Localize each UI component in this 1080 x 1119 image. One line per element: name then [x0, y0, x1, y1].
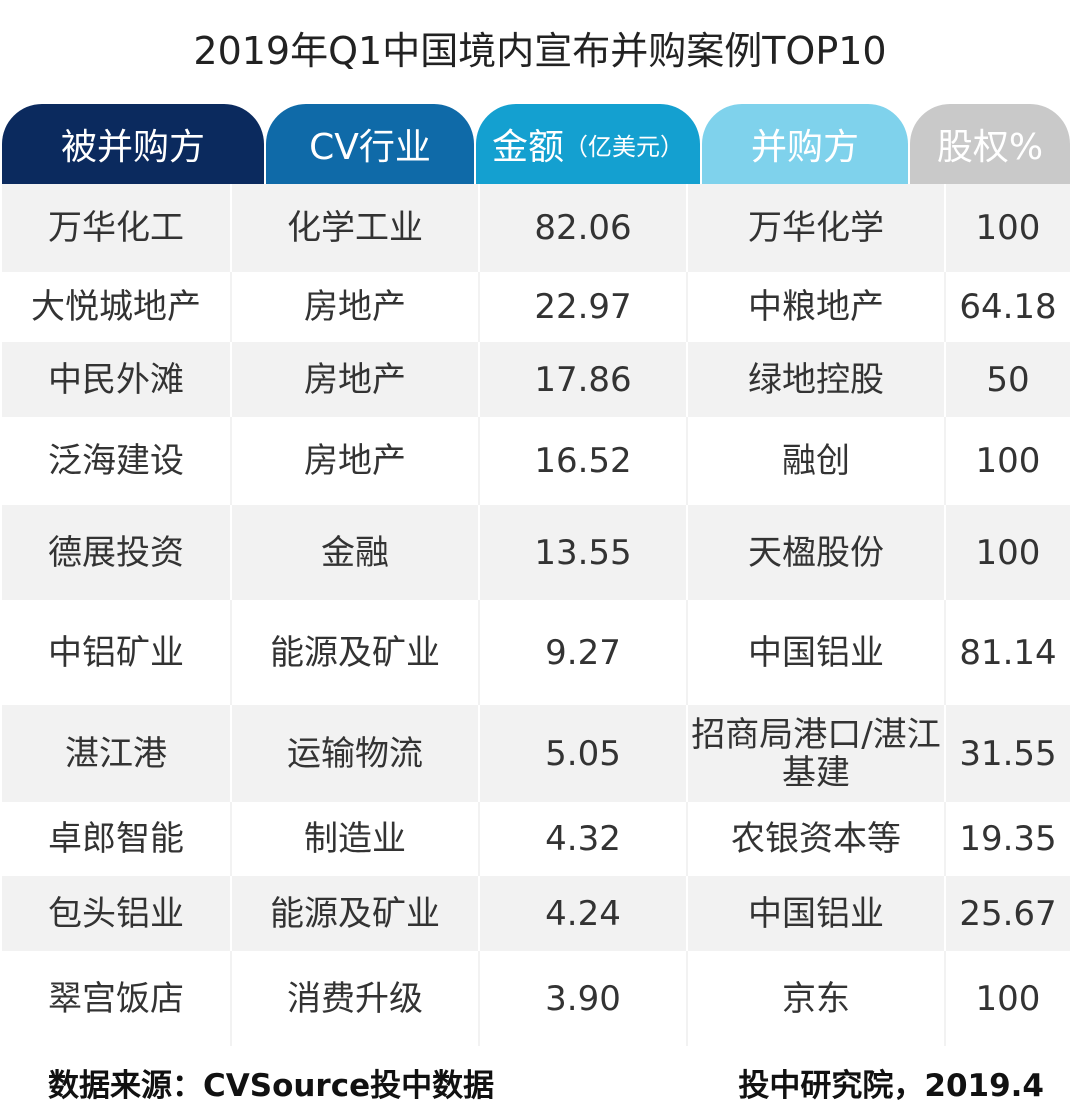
header-amount-label: 金额	[491, 127, 564, 168]
amount-cell: 16.52	[480, 417, 688, 505]
table-row: 中铝矿业 能源及矿业 9.27 中国铝业 81.14	[2, 600, 1070, 705]
amount-cell: 22.97	[480, 272, 688, 342]
table-row: 泛海建设 房地产 16.52 融创 100	[2, 417, 1070, 505]
industry-cell: 运输物流	[232, 705, 480, 802]
acquirer-cell: 招商局港口/湛江基建	[688, 705, 946, 802]
target-company-cell: 中民外滩	[2, 342, 232, 417]
table-header: 被并购方 CV行业 金额 （亿美元） 并购方 股权%	[0, 104, 1080, 184]
table-row: 湛江港 运输物流 5.05 招商局港口/湛江基建 31.55	[2, 705, 1070, 802]
acquirer-cell: 中国铝业	[688, 600, 946, 705]
industry-cell: 能源及矿业	[232, 876, 480, 951]
equity-cell: 100	[975, 978, 1041, 1019]
target-company-cell: 包头铝业	[2, 876, 232, 951]
table-row: 德展投资 金融 13.55 天楹股份 100	[2, 505, 1070, 600]
industry-cell: 能源及矿业	[232, 600, 480, 705]
equity-cell: 100	[975, 532, 1041, 573]
equity-cell: 50	[986, 359, 1030, 400]
amount-cell: 3.90	[480, 951, 688, 1046]
acquirer-cell: 绿地控股	[688, 342, 946, 417]
header-cv-industry: CV行业	[266, 104, 474, 184]
amount-cell: 4.24	[480, 876, 688, 951]
acquirer-cell: 京东	[688, 951, 946, 1046]
target-company-cell: 湛江港	[2, 705, 232, 802]
acquirer-cell: 融创	[688, 417, 946, 505]
amount-cell: 82.06	[480, 184, 688, 272]
target-company-cell: 德展投资	[2, 505, 232, 600]
equity-cell: 100	[975, 208, 1041, 248]
industry-cell: 制造业	[232, 802, 480, 876]
target-company-cell: 大悦城地产	[2, 272, 232, 342]
target-company-cell: 万华化工	[2, 184, 232, 272]
publisher-date: 投中研究院，2019.4	[738, 1068, 1044, 1104]
amount-cell: 4.32	[480, 802, 688, 876]
amount-cell: 5.05	[480, 705, 688, 802]
amount-cell: 13.55	[480, 505, 688, 600]
amount-cell: 17.86	[480, 342, 688, 417]
table-body: 万华化工 化学工业 82.06 万华化学 100 大悦城地产 房地产 22.97 中粮地产 64.…	[2, 184, 1070, 1046]
page-title: 2019年Q1中国境内宣布并购案例TOP10	[193, 29, 887, 73]
table-row: 包头铝业 能源及矿业 4.24 中国铝业 25.67	[2, 876, 1070, 951]
footer: 数据来源：CVSource投中数据 投中研究院，2019.4	[0, 1060, 1080, 1104]
header-amount: 金额 （亿美元）	[476, 104, 700, 184]
data-source: 数据来源：CVSource投中数据	[48, 1068, 495, 1104]
acquirer-cell: 中粮地产	[688, 272, 946, 342]
industry-cell: 房地产	[232, 417, 480, 505]
equity-cell: 25.67	[959, 893, 1057, 934]
header-amount-unit: （亿美元）	[564, 132, 684, 161]
acquirer-cell: 天楹股份	[688, 505, 946, 600]
acquirer-cell: 农银资本等	[688, 802, 946, 876]
header-equity-percent: 股权%	[910, 104, 1070, 184]
table-row: 大悦城地产 房地产 22.97 中粮地产 64.18	[2, 272, 1070, 342]
industry-cell: 金融	[232, 505, 480, 600]
equity-cell: 19.35	[959, 819, 1057, 859]
target-company-cell: 泛海建设	[2, 417, 232, 505]
industry-cell: 房地产	[232, 342, 480, 417]
acquirer-cell: 中国铝业	[688, 876, 946, 951]
target-company-cell: 卓郎智能	[2, 802, 232, 876]
amount-cell: 9.27	[480, 600, 688, 705]
industry-cell: 消费升级	[232, 951, 480, 1046]
equity-cell: 100	[975, 441, 1041, 481]
industry-cell: 房地产	[232, 272, 480, 342]
equity-cell: 31.55	[959, 733, 1057, 774]
table-row: 万华化工 化学工业 82.06 万华化学 100	[2, 184, 1070, 272]
table-row: 卓郎智能 制造业 4.32 农银资本等 19.35	[2, 802, 1070, 876]
equity-cell: 81.14	[959, 632, 1057, 673]
industry-cell: 化学工业	[232, 184, 480, 272]
header-target-company: 被并购方	[2, 104, 264, 184]
table-row: 中民外滩 房地产 17.86 绿地控股 50	[2, 342, 1070, 417]
table-row: 翠宫饭店 消费升级 3.90 京东 100	[2, 951, 1070, 1046]
header-acquirer: 并购方	[702, 104, 908, 184]
target-company-cell: 翠宫饭店	[2, 951, 232, 1046]
equity-cell: 64.18	[959, 287, 1057, 327]
acquirer-cell: 万华化学	[688, 184, 946, 272]
target-company-cell: 中铝矿业	[2, 600, 232, 705]
